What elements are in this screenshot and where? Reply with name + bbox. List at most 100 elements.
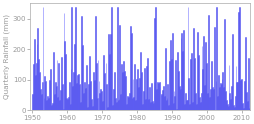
Bar: [35, 75, 36, 110]
Bar: [244, 37, 245, 110]
Bar: [51, 105, 52, 110]
Bar: [44, 76, 45, 110]
Bar: [123, 71, 124, 110]
Bar: [249, 72, 250, 110]
Bar: [185, 100, 186, 110]
Bar: [55, 82, 56, 110]
Bar: [103, 73, 104, 110]
Bar: [64, 41, 65, 110]
Bar: [229, 99, 230, 110]
Bar: [230, 86, 231, 110]
Bar: [246, 101, 247, 110]
Bar: [237, 12, 238, 110]
Bar: [190, 53, 191, 110]
Bar: [181, 33, 182, 110]
Bar: [150, 83, 151, 110]
Bar: [104, 107, 105, 110]
Bar: [225, 100, 226, 110]
Bar: [204, 42, 205, 110]
Bar: [209, 97, 210, 110]
Bar: [161, 93, 162, 110]
Bar: [169, 40, 170, 110]
Bar: [145, 66, 146, 110]
Bar: [112, 105, 113, 110]
Bar: [133, 97, 134, 110]
Bar: [131, 98, 132, 110]
Bar: [186, 100, 187, 110]
Bar: [134, 64, 135, 110]
Bar: [199, 102, 200, 110]
Bar: [242, 104, 243, 110]
Bar: [182, 30, 183, 110]
Bar: [97, 60, 98, 110]
Bar: [223, 19, 224, 110]
Bar: [67, 99, 68, 110]
Bar: [118, 99, 119, 110]
Bar: [128, 97, 129, 110]
Bar: [243, 81, 244, 110]
Bar: [211, 87, 212, 110]
Bar: [32, 94, 33, 110]
Bar: [183, 104, 184, 110]
Bar: [108, 54, 109, 110]
Bar: [137, 87, 138, 110]
Bar: [110, 7, 111, 110]
Bar: [172, 103, 173, 110]
Bar: [101, 91, 102, 110]
Bar: [76, 75, 77, 110]
Bar: [238, 7, 239, 110]
Bar: [248, 108, 249, 110]
Bar: [208, 71, 209, 110]
Bar: [235, 82, 236, 110]
Bar: [56, 60, 57, 110]
Bar: [166, 98, 167, 110]
Bar: [125, 99, 126, 110]
Bar: [111, 100, 112, 110]
Bar: [87, 107, 88, 110]
Bar: [241, 103, 242, 110]
Bar: [245, 92, 246, 110]
Bar: [193, 58, 194, 110]
Bar: [50, 69, 51, 110]
Bar: [140, 52, 141, 110]
Bar: [177, 71, 178, 110]
Bar: [205, 63, 206, 110]
Bar: [63, 13, 64, 110]
Bar: [132, 79, 133, 110]
Bar: [40, 89, 41, 110]
Bar: [36, 44, 37, 110]
Bar: [114, 72, 115, 110]
Bar: [34, 39, 35, 110]
Bar: [167, 84, 168, 110]
Bar: [120, 94, 121, 110]
Bar: [82, 45, 83, 110]
Bar: [213, 27, 214, 110]
Bar: [86, 65, 87, 110]
Bar: [42, 7, 43, 110]
Bar: [189, 59, 190, 110]
Bar: [155, 89, 156, 110]
Bar: [154, 18, 155, 110]
Bar: [109, 34, 110, 110]
Bar: [247, 58, 248, 110]
Bar: [178, 86, 179, 110]
Bar: [191, 102, 192, 110]
Bar: [119, 25, 120, 110]
Bar: [37, 28, 38, 110]
Bar: [206, 93, 207, 110]
Bar: [83, 82, 84, 110]
Bar: [139, 103, 140, 110]
Bar: [174, 96, 175, 110]
Bar: [33, 64, 34, 110]
Bar: [60, 90, 61, 110]
Bar: [84, 103, 85, 110]
Bar: [194, 94, 195, 110]
Bar: [77, 79, 78, 110]
Bar: [202, 36, 203, 110]
Bar: [187, 7, 188, 110]
Bar: [200, 93, 201, 110]
Bar: [126, 104, 127, 110]
Bar: [89, 81, 90, 110]
Bar: [39, 72, 40, 110]
Bar: [93, 72, 94, 110]
